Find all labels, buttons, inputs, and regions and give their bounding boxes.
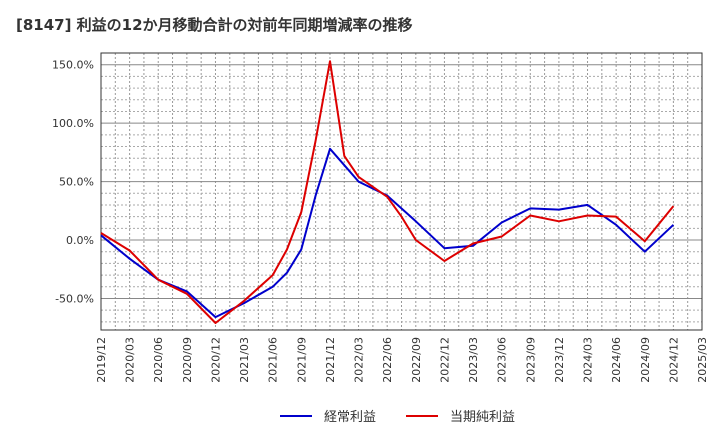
- legend-item-net-profit: 当期純利益: [406, 406, 515, 425]
- chart-title: [8147] 利益の12か月移動合計の対前年同期増減率の推移: [16, 16, 413, 34]
- y-tick-label: 100.0%: [52, 117, 94, 130]
- x-tick-label: 2023/03: [467, 337, 480, 383]
- x-tick-label: 2020/09: [181, 337, 194, 383]
- y-tick-label: 0.0%: [66, 234, 94, 247]
- x-tick-label: 2021/09: [295, 337, 308, 383]
- x-tick-label: 2020/06: [152, 337, 165, 383]
- legend-swatch: [280, 414, 312, 417]
- x-tick-label: 2024/12: [667, 337, 680, 383]
- x-tick-label: 2024/09: [639, 337, 652, 383]
- x-tick-label: 2021/03: [238, 337, 251, 383]
- x-tick-label: 2020/03: [124, 337, 137, 383]
- legend-label: 当期純利益: [450, 410, 516, 425]
- x-tick-label: 2025/03: [696, 337, 709, 383]
- x-tick-label: 2022/12: [438, 337, 451, 383]
- legend: 経常利益 当期純利益: [0, 406, 720, 428]
- x-tick-label: 2024/03: [582, 337, 595, 383]
- x-tick-label: 2022/06: [381, 337, 394, 383]
- x-tick-label: 2024/06: [610, 337, 623, 383]
- legend-item-ordinary-profit: 経常利益: [280, 406, 376, 425]
- x-tick-label: 2023/09: [524, 337, 537, 383]
- series-line-net-profit: [100, 60, 675, 324]
- x-tick-label: 2023/06: [496, 337, 509, 383]
- x-tick-label: 2019/12: [95, 337, 108, 383]
- y-tick-label: 150.0%: [52, 59, 94, 72]
- x-tick-label: 2020/12: [209, 337, 222, 383]
- legend-label: 経常利益: [324, 410, 377, 425]
- x-tick-label: 2022/03: [353, 337, 366, 383]
- plot-area: [101, 53, 702, 330]
- x-tick-label: 2021/12: [324, 337, 337, 383]
- legend-swatch: [406, 414, 438, 417]
- plot-frame: [100, 52, 703, 331]
- y-tick-label: -50.0%: [55, 292, 94, 305]
- x-tick-label: 2021/06: [267, 337, 280, 383]
- y-tick-label: 50.0%: [59, 176, 94, 189]
- x-tick-label: 2023/12: [553, 337, 566, 383]
- series-line-ordinary-profit: [100, 147, 675, 319]
- x-tick-label: 2022/09: [410, 337, 423, 383]
